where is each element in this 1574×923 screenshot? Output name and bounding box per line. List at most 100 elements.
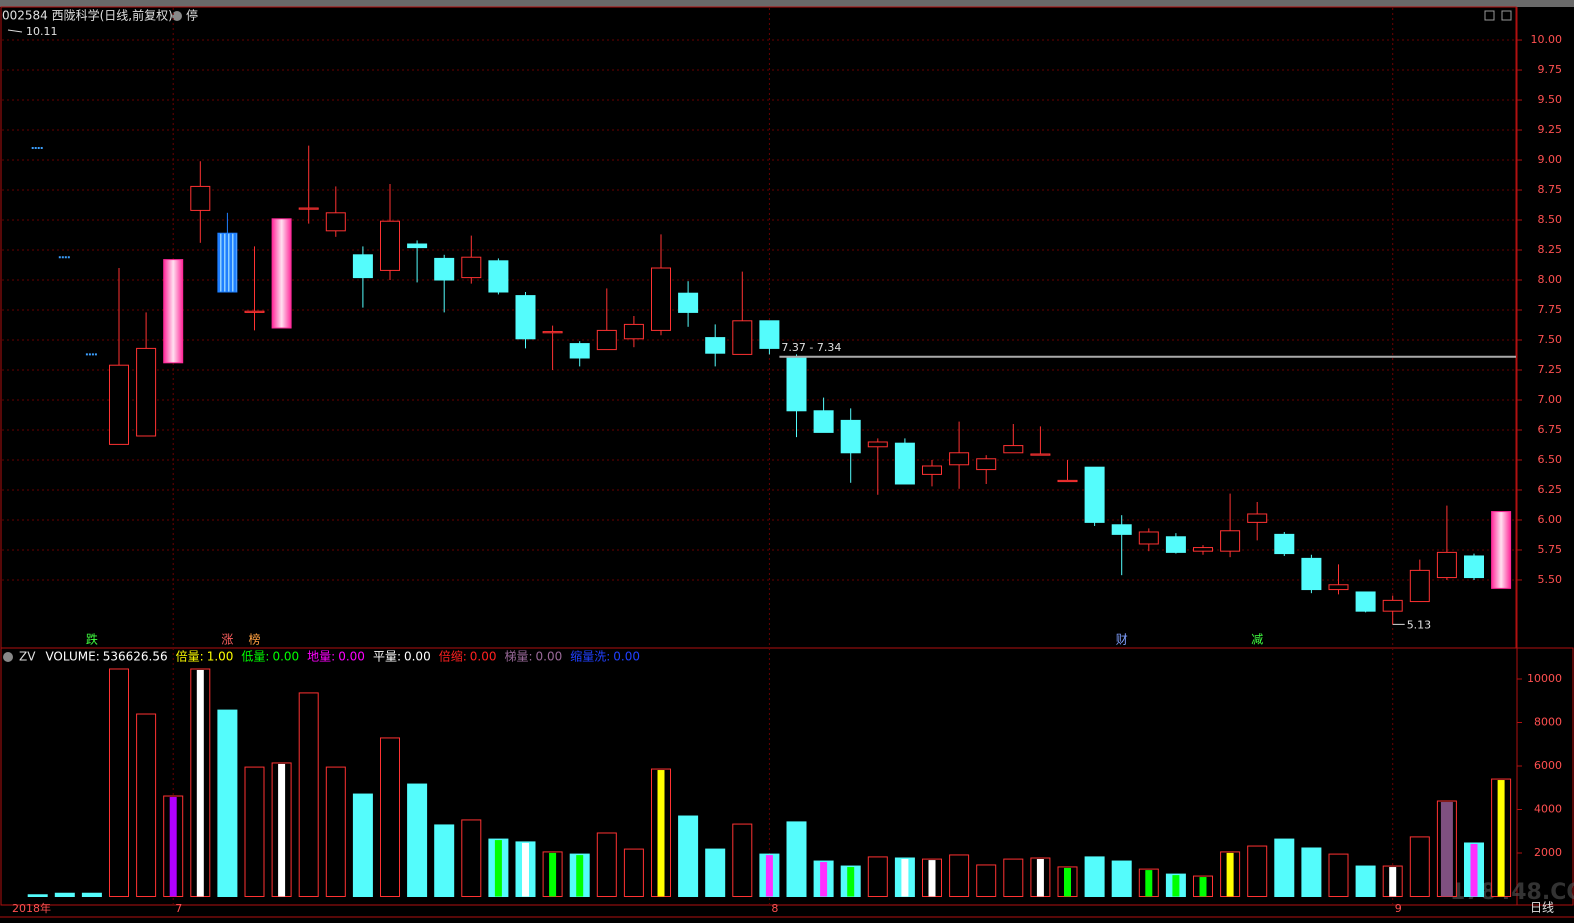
candle-body [786,357,807,412]
volume-bar [109,668,129,897]
candle-body [325,212,346,232]
volume-bar [1084,856,1105,897]
candle-body [1003,445,1024,454]
candle-body [1274,533,1295,555]
menu-icon[interactable] [172,11,182,21]
legend-value: 536626.56 [103,650,168,664]
volume-bar [596,832,617,898]
volume-bar [1301,847,1322,898]
volume-bar [27,894,48,897]
candle-body [244,310,265,313]
candle-body [596,329,617,351]
x-tick-label: 2018年 [12,901,51,915]
volume-bar [1328,853,1349,897]
legend-label: VOLUME: [45,650,99,664]
y-tick-label: 7.25 [1538,363,1563,376]
y-tick-label: 8.75 [1538,183,1563,196]
candle-body [1382,599,1403,612]
y-tick-label: 8.25 [1538,243,1563,256]
volume-bar [407,783,428,897]
volume-highlight [1389,867,1397,897]
candle-body [867,441,888,448]
volume-bar [380,737,400,898]
volume-highlight [1172,875,1180,897]
event-marker: 跌 [86,632,98,647]
volume-bar [1247,845,1268,897]
candle-body [949,452,970,466]
candle-body [894,442,915,485]
y-tick-label: 5.75 [1538,543,1563,556]
window-button[interactable] [1501,10,1512,21]
toolbar[interactable] [0,0,1574,7]
volume-bar [81,892,102,898]
legend-indicator: ZV [19,650,36,664]
candle-body [1491,511,1512,589]
volume-highlight [196,669,204,897]
candle-body [976,458,997,471]
volume-highlight [1470,843,1478,897]
y-tick-label: 6.00 [1538,513,1563,526]
y-tick-label: 4000 [1534,802,1562,815]
candle-body [813,410,834,433]
y-tick-label: 8.50 [1538,213,1563,226]
event-marker: 涨 [221,632,233,647]
candle-body [1355,591,1376,612]
volume-bar [1003,858,1024,898]
candle-body [1165,536,1186,553]
candle-body [1301,557,1322,591]
candle-body [569,343,590,359]
volume-highlight [928,860,936,897]
y-tick-label: 7.50 [1538,333,1563,346]
window-button[interactable] [1484,10,1495,21]
candle-body [1436,551,1457,579]
candle-body [1057,479,1078,483]
volume-highlight [901,859,909,897]
volume-highlight [820,862,828,897]
candle-body [298,207,319,210]
candle-body [732,320,753,355]
candle-body [1193,547,1213,552]
y-tick-label: 8000 [1534,715,1562,728]
y-tick-label: 6.75 [1538,423,1563,436]
y-tick-label: 7.75 [1538,303,1563,316]
candle-body [1138,531,1159,545]
title: 002584 西陇科学(日线,前复权) [2,8,173,23]
legend-value: 1.00 [207,650,234,664]
volume-bar [434,824,455,897]
y-tick-label: 9.25 [1538,123,1563,136]
y-tick-label: 9.50 [1538,93,1563,106]
y-tick-label: 5.50 [1538,573,1563,586]
candle-body [352,254,373,279]
volume-bar [1355,865,1376,898]
volume-highlight [494,840,502,897]
legend-label: 缩量洗: [570,649,610,664]
volume-bar [623,848,644,898]
legend-label: 平量: [373,650,401,664]
candle-body [461,256,482,279]
legend-label: 倍量: [176,649,204,664]
candle-body [1409,569,1430,603]
volume-bar [732,823,753,897]
event-marker: 减 [1251,633,1263,647]
candle-body [922,465,942,475]
legend-icon[interactable] [3,652,13,662]
volume-bar [352,793,373,898]
legend-label: 低量: [241,650,269,664]
volume-pane [0,647,1574,906]
plot: 10.00 9.75 9.50 9.25 9.00 8.75 8.50 8.25 8.00 7.7… [2,8,1562,915]
status: 停 [186,8,198,23]
x-tick-label: 7 [175,902,182,915]
candle-body [705,337,726,354]
volume-highlight [576,855,584,897]
legend-value: 0.00 [272,650,299,664]
volume-bar [976,864,997,897]
volume-bar [54,892,75,898]
period: 日线 [1530,901,1554,915]
candle-body [1247,513,1268,523]
volume-highlight [1199,877,1207,897]
y-tick-label: 10000 [1527,672,1562,685]
volume-highlight [169,797,177,897]
candle-body [651,267,671,331]
candle-body [515,295,536,340]
